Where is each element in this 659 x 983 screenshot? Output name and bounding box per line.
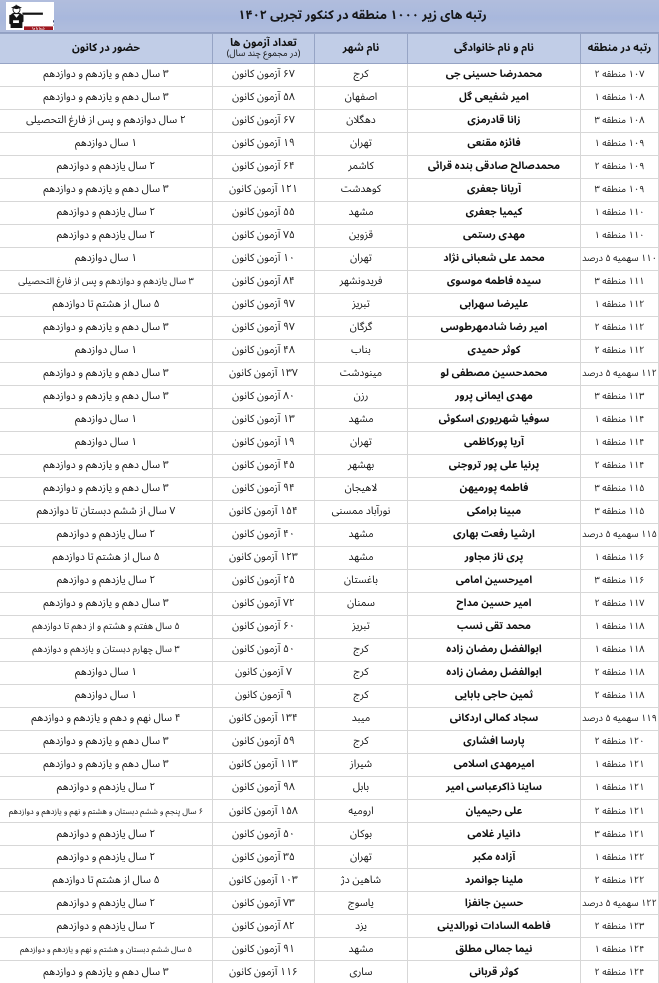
svg-text:فرهنگی آموزش: فرهنگی آموزش xyxy=(53,20,54,28)
svg-text:شما با ما: شما با ما xyxy=(32,26,44,30)
